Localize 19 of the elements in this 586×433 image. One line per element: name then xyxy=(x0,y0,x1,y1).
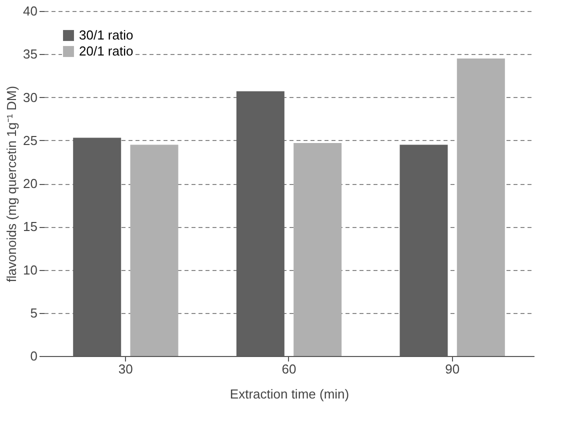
y-axis-title: flavonoids (mg quercetin 1g⁻¹ DM) xyxy=(4,86,20,282)
y-tick-label: 20 xyxy=(23,176,38,191)
y-tick-label: 40 xyxy=(23,4,38,18)
y-tick-label: 25 xyxy=(23,132,38,148)
x-axis-title: Extraction time (min) xyxy=(230,386,350,402)
y-tick-label: 15 xyxy=(23,219,38,234)
x-tick-label: 60 xyxy=(282,362,296,376)
bar xyxy=(294,142,342,356)
y-tick-label: 0 xyxy=(30,348,38,364)
y-tick-label: 5 xyxy=(30,305,38,320)
legend-label: 20/1 ratio xyxy=(79,44,134,58)
y-tick-label: 35 xyxy=(23,46,38,62)
bar xyxy=(456,58,505,356)
y-tick-label: 10 xyxy=(23,262,38,278)
bar xyxy=(130,144,178,356)
legend-label: 30/1 ratio xyxy=(79,28,134,42)
y-tick-label: 30 xyxy=(23,90,38,105)
x-tick-label: 90 xyxy=(445,362,460,376)
x-tick-label: 30 xyxy=(118,362,133,376)
